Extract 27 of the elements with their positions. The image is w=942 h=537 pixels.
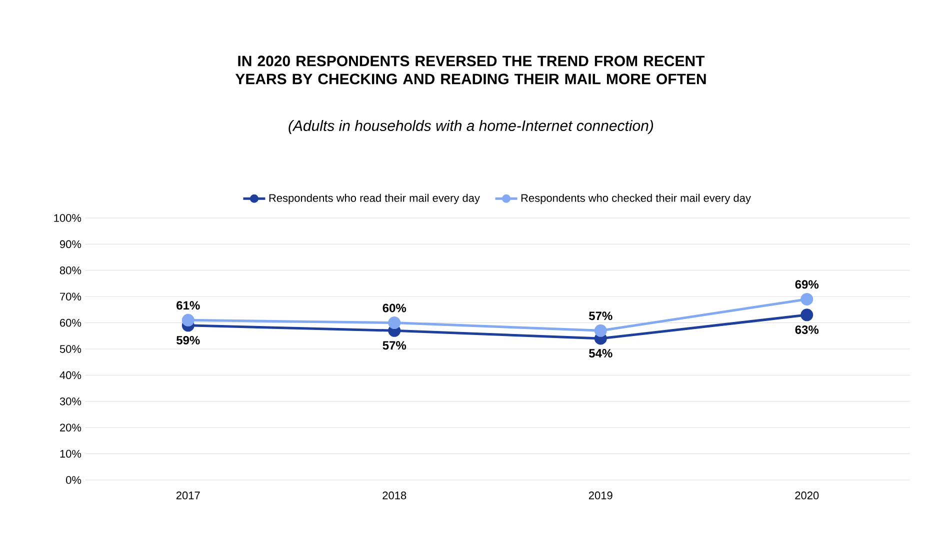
y-tick-label: 90% [60, 240, 82, 248]
y-tick-label: 0% [66, 476, 82, 484]
data-label: 57% [382, 341, 406, 350]
x-tick-label: 2020 [795, 492, 819, 500]
chart-subtitle: (Adults in households with a home-Internet connection) [288, 120, 654, 134]
y-tick-label: 70% [60, 292, 82, 300]
data-label: 69% [795, 280, 819, 289]
y-tick-label: 10% [60, 450, 82, 458]
y-tick-label: 30% [60, 398, 82, 406]
data-label: 54% [588, 349, 612, 358]
y-tick-label: 20% [60, 424, 82, 432]
legend-label: Respondents who read their mail every day [269, 194, 480, 204]
y-tick-label: 50% [60, 345, 82, 353]
data-label: 57% [588, 312, 612, 320]
data-label: 59% [176, 336, 200, 344]
y-tick-label: 80% [60, 266, 82, 274]
data-label: 63% [795, 325, 819, 334]
x-tick-label: 2019 [588, 492, 612, 500]
data-label: 60% [382, 304, 406, 312]
x-tick-label: 2017 [176, 492, 200, 500]
data-label: 61% [176, 301, 200, 310]
x-tick-label: 2018 [382, 492, 406, 500]
chart-title: IN 2020 RESPONDENTS REVERSED THE TREND FROM RECENT YEARS BY CHECKING AND READING THEIR MAIL MORE OFTEN [235, 56, 706, 84]
y-tick-label: 40% [60, 371, 82, 380]
y-tick-label: 100% [54, 214, 82, 222]
legend-label: Respondents who checked their mail every day [521, 194, 751, 204]
y-tick-label: 60% [60, 318, 82, 327]
